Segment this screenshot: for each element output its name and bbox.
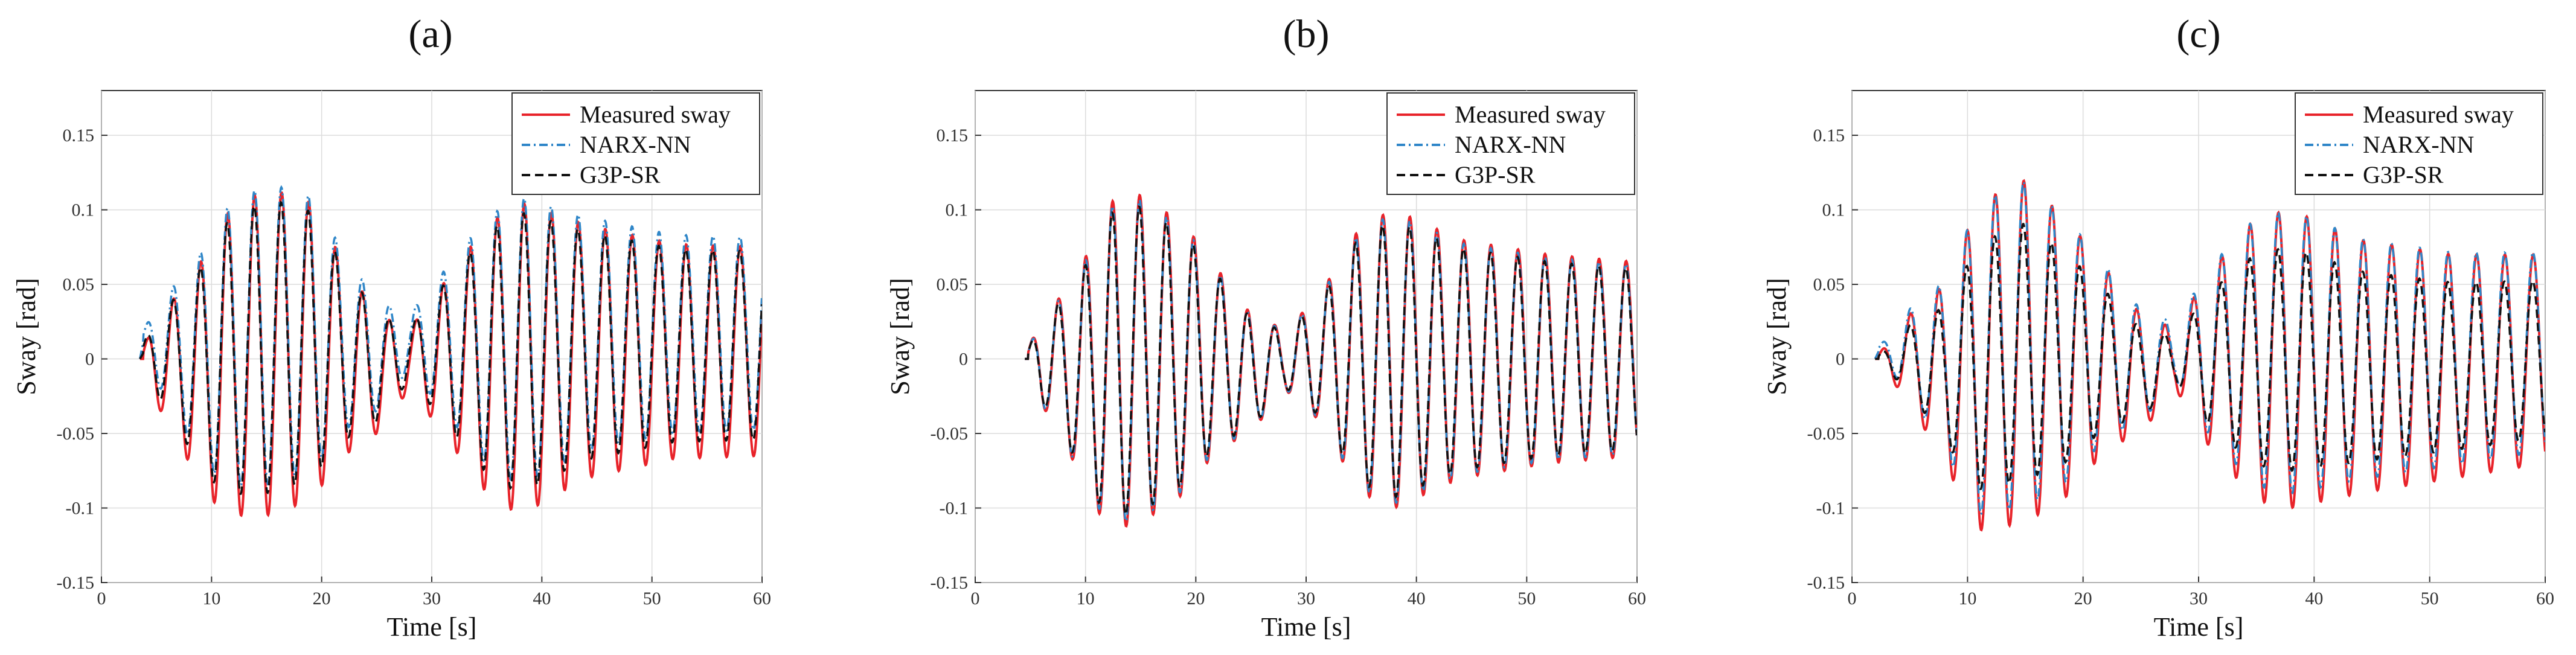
y-tick-label: -0.05 <box>931 424 969 444</box>
y-tick-label: -0.1 <box>1816 499 1845 519</box>
x-tick-label: 20 <box>1187 589 1205 609</box>
x-tick-label: 10 <box>1958 589 1976 609</box>
x-tick-label: 40 <box>533 589 551 609</box>
y-tick-label: -0.05 <box>1807 424 1845 444</box>
legend-entry: G3P-SR <box>2363 161 2444 188</box>
y-tick-label: 0 <box>1836 350 1845 369</box>
legend: Measured sway NARX-NN G3P-SR <box>2295 92 2543 195</box>
y-tick-label: 0 <box>959 350 968 369</box>
y-axis-label: Sway [rad] <box>885 278 915 395</box>
y-tick-label: -0.05 <box>57 424 95 444</box>
x-tick-label: 30 <box>1297 589 1315 609</box>
legend-entry: NARX-NN <box>580 131 691 158</box>
legend-box <box>511 92 760 195</box>
chart-panel-b: (b) 0 10 20 30 40 50 60 -0.15 -0.1 -0.05 0 0.05 0.1 0.… <box>885 12 1646 642</box>
chart-panel-c: (c) 0 10 20 30 40 50 60 -0.15 -0.1 -0.05 0 0.05 0.1 0.… <box>1762 12 2554 642</box>
legend-box <box>1386 92 1635 195</box>
legend-entry: G3P-SR <box>1455 161 1536 188</box>
legend: Measured sway NARX-NN G3P-SR <box>511 92 760 195</box>
x-tick-label: 50 <box>2421 589 2439 609</box>
panel-label: (b) <box>1283 12 1330 56</box>
y-axis-label: Sway [rad] <box>11 278 41 395</box>
y-tick-label: -0.15 <box>57 573 95 593</box>
x-tick-label: 10 <box>202 589 220 609</box>
series-line-g3p-sr <box>1025 205 1637 517</box>
series-line-g3p-sr <box>1875 223 2545 490</box>
x-tick-label: 50 <box>1517 589 1536 609</box>
y-tick-label: 0.15 <box>1813 126 1845 145</box>
x-tick-label: 50 <box>643 589 661 609</box>
y-tick-label: -0.15 <box>1807 573 1845 593</box>
x-tick-label: 0 <box>1848 589 1857 609</box>
y-tick-label: 0.05 <box>937 275 969 295</box>
x-tick-label: 20 <box>2074 589 2092 609</box>
x-tick-label: 10 <box>1077 589 1095 609</box>
y-tick-label: 0.05 <box>63 275 95 295</box>
y-tick-label: -0.15 <box>931 573 969 593</box>
x-axis-label: Time [s] <box>2154 612 2244 642</box>
y-tick-label: 0.1 <box>72 200 95 220</box>
y-tick-label: 0 <box>85 350 94 369</box>
legend-entry: G3P-SR <box>580 161 661 188</box>
legend-entry: Measured sway <box>2363 101 2514 128</box>
legend-entry: NARX-NN <box>1455 131 1566 158</box>
x-tick-label: 0 <box>97 589 106 609</box>
y-tick-label: 0.1 <box>946 200 969 220</box>
x-tick-label: 60 <box>1628 589 1646 609</box>
x-tick-label: 20 <box>313 589 331 609</box>
y-tick-label: -0.1 <box>940 499 969 519</box>
series-line-g3p-sr <box>139 200 762 495</box>
x-tick-label: 0 <box>971 589 980 609</box>
y-tick-label: 0.15 <box>937 126 969 145</box>
y-axis-label: Sway [rad] <box>1762 278 1792 395</box>
chart-panel-a: (a) 0 10 20 30 40 50 60 -0.15 -0.1 -0.05 0 0.05 0.1 0.… <box>11 12 771 642</box>
x-tick-label: 40 <box>2305 589 2323 609</box>
legend: Measured sway NARX-NN G3P-SR <box>1386 92 1635 195</box>
x-axis-label: Time [s] <box>387 612 477 642</box>
x-tick-label: 40 <box>1408 589 1426 609</box>
x-axis-label: Time [s] <box>1261 612 1351 642</box>
panel-label: (a) <box>408 12 452 56</box>
x-tick-label: 30 <box>2190 589 2208 609</box>
series-line-narx-nn <box>1874 179 2545 517</box>
legend-entry: NARX-NN <box>2363 131 2474 158</box>
legend-box <box>2295 92 2543 195</box>
panel-label: (c) <box>2176 12 2220 56</box>
y-tick-label: 0.1 <box>1822 200 1845 220</box>
x-tick-label: 60 <box>753 589 771 609</box>
legend-entry: Measured sway <box>1455 101 1606 128</box>
x-tick-label: 60 <box>2536 589 2554 609</box>
y-tick-label: -0.1 <box>66 499 95 519</box>
legend-entry: Measured sway <box>580 101 731 128</box>
series-line-narx-nn <box>139 185 762 487</box>
y-tick-label: 0.15 <box>63 126 95 145</box>
y-tick-label: 0.05 <box>1813 275 1845 295</box>
x-tick-label: 30 <box>423 589 441 609</box>
